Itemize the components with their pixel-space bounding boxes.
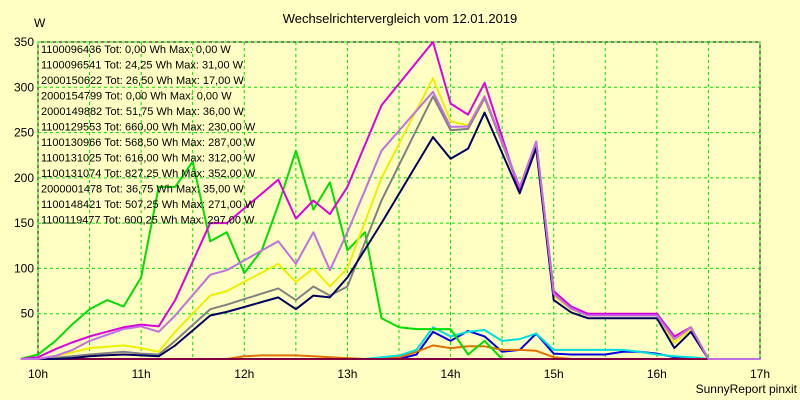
y-tick-label: 300 [14,80,34,94]
legend-entry: 1100096541 Tot: 24,25 Wh Max: 31,00 W [41,60,244,72]
legend-entry: 1100130966 Tot: 568,50 Wh Max: 287,00 W [41,137,256,149]
y-tick-label: 100 [14,261,34,275]
y-tick-label: 50 [21,307,35,321]
legend: 1100096436 Tot: 0,00 Wh Max: 0,00 W 11000… [41,44,256,227]
y-tick-label: 150 [14,216,34,230]
legend-entry: 1100131074 Tot: 827,25 Wh Max: 352,00 W [41,168,256,180]
legend-entry: 1100148421 Tot: 507,25 Wh Max: 271,00 W [41,199,256,211]
x-tick-label: 13h [337,367,357,381]
legend-entry: 1100096436 Tot: 0,00 Wh Max: 0,00 W [41,44,231,56]
chart-title: Wechselrichtervergleich vom 12.01.2019 [283,11,518,26]
legend-entry: 2000150622 Tot: 26,50 Wh Max: 17,00 W [41,75,244,87]
y-tick-label: 350 [14,35,34,49]
footer-credit: SunnyReport pinxit [696,382,798,396]
series-line-1100119477 [20,90,760,360]
y-tick-label: 250 [14,126,34,140]
legend-entry: 2000001478 Tot: 36,75 Wh Max: 35,00 W [41,184,244,196]
legend-entry: 1100131025 Tot: 616,00 Wh Max: 312,00 W [41,153,256,165]
x-tick-label: 17h [750,367,770,381]
x-tick-label: 16h [647,367,667,381]
x-tick-label: 15h [544,367,564,381]
y-tick-label: 200 [14,171,34,185]
series-line-1100148421 [20,111,760,360]
legend-entry: 2000154799 Tot: 0,00 Wh Max: 0,00 W [41,91,232,103]
x-tick-label: 11h [132,367,151,381]
grid-lines [37,41,761,360]
legend-entry: 2000149882 Tot: 51,75 Wh Max: 36,00 W [41,106,244,118]
x-tick-label: 10h [28,367,48,381]
x-tick-label: 12h [234,367,254,381]
series-lines [20,41,760,360]
series-line-1100131074 [20,41,760,360]
x-tick-label: 14h [441,367,461,381]
axis-ticks: 10h 11h 12h 13h 14h 15h 16h 17h 350 300 250 200 150 1… [14,35,770,381]
legend-entry: 1100129553 Tot: 660,00 Wh Max: 230,00 W [41,122,256,134]
y-axis-unit-label: W [34,16,46,30]
legend-entry: 1100119477 Tot: 600,25 Wh Max: 297,00 W [41,215,255,227]
